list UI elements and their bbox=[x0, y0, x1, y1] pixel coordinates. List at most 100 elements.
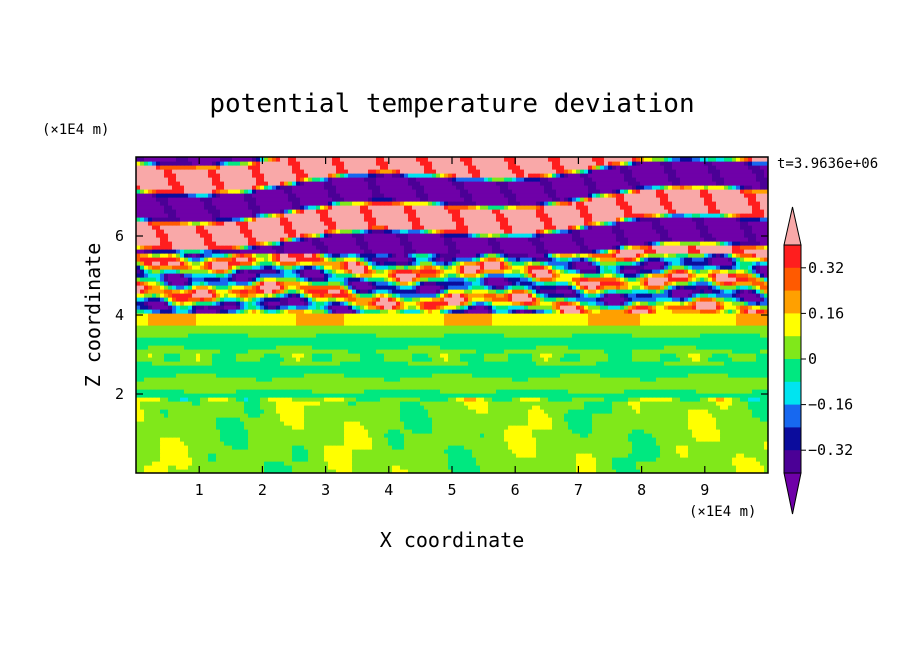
field-cell bbox=[704, 409, 709, 414]
field-cell bbox=[188, 401, 193, 406]
field-cell bbox=[184, 357, 189, 362]
field-cell bbox=[224, 457, 229, 462]
field-cell bbox=[368, 469, 373, 473]
field-cell bbox=[288, 413, 293, 418]
field-cell bbox=[204, 361, 209, 366]
field-cell bbox=[724, 425, 729, 430]
field-cell bbox=[476, 377, 481, 382]
field-cell bbox=[464, 369, 469, 374]
field-cell bbox=[252, 397, 257, 402]
field-cell bbox=[296, 417, 301, 422]
field-cell bbox=[168, 445, 173, 450]
field-cell bbox=[416, 389, 421, 394]
field-cell bbox=[740, 425, 745, 430]
field-cell bbox=[564, 361, 569, 366]
field-cell bbox=[404, 425, 409, 430]
field-cell bbox=[528, 457, 533, 462]
field-cell bbox=[592, 449, 597, 454]
field-cell bbox=[216, 437, 221, 442]
field-cell bbox=[360, 437, 365, 442]
field-cell bbox=[420, 409, 425, 414]
field-cell bbox=[648, 409, 653, 414]
field-cell bbox=[580, 361, 585, 366]
field-cell bbox=[288, 437, 293, 442]
field-cell bbox=[412, 373, 417, 378]
field-cell bbox=[316, 401, 321, 406]
field-cell bbox=[400, 453, 405, 458]
field-cell bbox=[244, 349, 249, 354]
field-cell bbox=[532, 381, 537, 386]
field-cell bbox=[408, 417, 413, 422]
field-cell bbox=[280, 357, 285, 362]
field-cell bbox=[244, 357, 249, 362]
field-cell bbox=[532, 413, 537, 418]
field-cell bbox=[176, 357, 181, 362]
field-cell bbox=[152, 417, 157, 422]
field-cell bbox=[472, 469, 477, 473]
field-cell bbox=[692, 361, 697, 366]
field-cell bbox=[432, 425, 437, 430]
field-cell bbox=[188, 465, 193, 470]
field-cell bbox=[656, 405, 661, 410]
field-cell bbox=[608, 453, 613, 458]
field-cell bbox=[384, 429, 389, 434]
field-cell bbox=[752, 433, 757, 438]
field-cell bbox=[668, 385, 673, 390]
field-cell bbox=[528, 465, 533, 470]
field-cell bbox=[588, 397, 593, 402]
field-cell bbox=[208, 345, 213, 350]
field-cell bbox=[436, 349, 441, 354]
field-cell bbox=[280, 361, 285, 366]
field-cell bbox=[292, 457, 297, 462]
field-cell bbox=[444, 377, 449, 382]
field-cell bbox=[488, 409, 493, 414]
field-cell bbox=[352, 461, 357, 466]
field-cell bbox=[652, 469, 657, 473]
field-cell bbox=[552, 401, 557, 406]
field-cell bbox=[348, 409, 353, 414]
field-cell bbox=[416, 457, 421, 462]
field-cell bbox=[288, 449, 293, 454]
field-cell bbox=[432, 465, 437, 470]
field-cell bbox=[692, 453, 697, 458]
field-cell bbox=[528, 441, 533, 446]
field-cell bbox=[580, 417, 585, 422]
field-cell bbox=[148, 349, 153, 354]
field-cell bbox=[680, 409, 685, 414]
field-cell bbox=[340, 433, 345, 438]
field-cell bbox=[204, 369, 209, 374]
field-cell bbox=[220, 397, 225, 402]
field-cell bbox=[252, 349, 257, 354]
field-cell bbox=[328, 461, 333, 466]
field-cell bbox=[148, 457, 153, 462]
field-cell bbox=[716, 417, 721, 422]
field-cell bbox=[172, 401, 177, 406]
field-cell bbox=[380, 377, 385, 382]
field-cell bbox=[556, 373, 561, 378]
field-cell bbox=[220, 381, 225, 386]
field-cell bbox=[604, 421, 609, 426]
field-cell bbox=[584, 385, 589, 390]
field-cell bbox=[440, 369, 445, 374]
field-cell bbox=[224, 365, 229, 370]
field-cell bbox=[188, 393, 193, 398]
field-cell bbox=[764, 445, 768, 450]
field-cell bbox=[336, 389, 341, 394]
field-cell bbox=[712, 469, 717, 473]
field-cell bbox=[460, 409, 465, 414]
field-cell bbox=[228, 401, 233, 406]
field-cell bbox=[560, 401, 565, 406]
field-cell bbox=[672, 445, 677, 450]
field-cell bbox=[484, 437, 489, 442]
field-cell bbox=[328, 349, 333, 354]
field-cell bbox=[208, 401, 213, 406]
field-cell bbox=[432, 353, 437, 358]
field-cell bbox=[176, 433, 181, 438]
field-cell bbox=[640, 469, 645, 473]
field-cell bbox=[356, 441, 361, 446]
field-cell bbox=[164, 381, 169, 386]
field-cell bbox=[548, 457, 553, 462]
field-cell bbox=[708, 429, 713, 434]
field-cell bbox=[576, 353, 581, 358]
field-cell bbox=[596, 441, 601, 446]
